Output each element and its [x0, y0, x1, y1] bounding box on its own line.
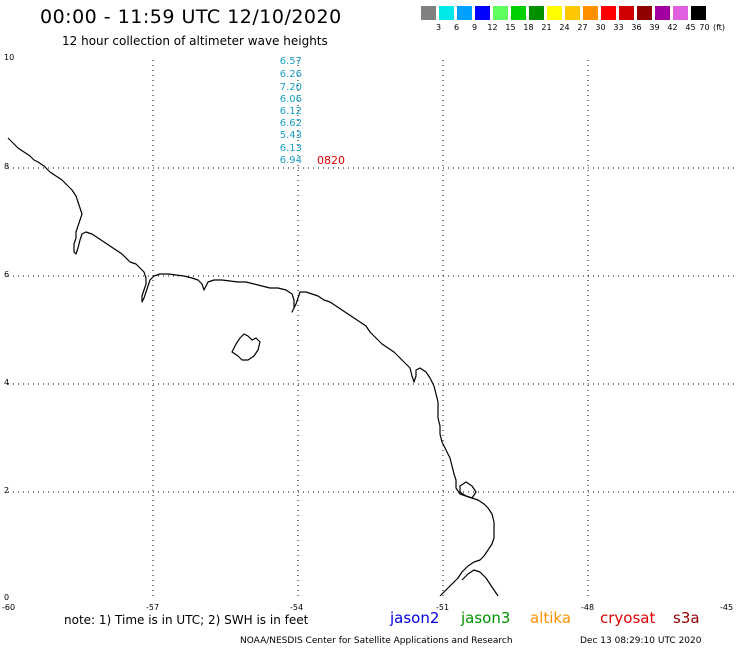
legend-swatch — [619, 6, 634, 20]
map-subtitle: 12 hour collection of altimeter wave hei… — [62, 34, 328, 48]
legend-label: 45 — [685, 23, 696, 32]
legend-unit: (ft) — [713, 23, 726, 32]
wave-height-value: 6.26 — [279, 69, 302, 80]
legend-swatch — [421, 6, 436, 20]
legend-swatch — [655, 6, 670, 20]
wave-height-value: 6.57 — [279, 56, 302, 67]
satellite-jason2: jason2 — [390, 609, 440, 627]
lon-label: -60 — [2, 603, 16, 612]
legend-swatch — [547, 6, 562, 20]
satellite-jason3: jason3 — [461, 609, 511, 627]
legend-label: 33 — [613, 23, 624, 32]
lon-label: -48 — [581, 603, 595, 612]
wave-height-value: 6.62 — [279, 118, 302, 129]
legend-label: 15 — [505, 23, 516, 32]
lon-label: -57 — [146, 603, 160, 612]
legend-label: 36 — [631, 23, 642, 32]
legend-swatch — [637, 6, 652, 20]
wave-height-value: 6.94 — [279, 155, 302, 166]
legend-swatch — [493, 6, 508, 20]
legend-swatch — [673, 6, 688, 20]
lat-label: 6 — [4, 270, 10, 279]
footer-note: note: 1) Time is in UTC; 2) SWH is in fe… — [64, 613, 309, 627]
lat-label: 0 — [4, 593, 10, 602]
legend-label: 39 — [649, 23, 660, 32]
lat-label: 2 — [4, 486, 10, 495]
map-title: 00:00 - 11:59 UTC 12/10/2020 — [40, 6, 342, 28]
wave-height-value: 5.43 — [279, 130, 302, 141]
legend-label: 27 — [577, 23, 588, 32]
wave-height-value: 6.13 — [279, 143, 302, 154]
satellite-cryosat: cryosat — [600, 609, 656, 627]
credit-line: NOAA/NESDIS Center for Satellite Applica… — [240, 636, 513, 646]
legend-label: 9 — [471, 23, 478, 32]
wave-height-value: 6.12 — [279, 106, 302, 117]
legend-swatch — [691, 6, 706, 20]
legend-swatch — [457, 6, 472, 20]
legend-label: 12 — [487, 23, 498, 32]
satellite-altika: altika — [530, 609, 572, 627]
legend-label: 24 — [559, 23, 570, 32]
legend-label: 21 — [541, 23, 552, 32]
lat-label: 4 — [4, 378, 10, 387]
legend-swatch — [529, 6, 544, 20]
graticule — [8, 60, 735, 600]
pass-time-label: 0820 — [317, 154, 345, 167]
legend-label: 3 — [435, 23, 442, 32]
legend-label: 18 — [523, 23, 534, 32]
legend-label: 70 — [699, 23, 710, 32]
satellite-s3a: s3a — [673, 609, 700, 627]
lon-label: -54 — [290, 603, 304, 612]
legend-swatch — [565, 6, 580, 20]
legend-swatch — [511, 6, 526, 20]
lat-label: 10 — [4, 53, 15, 62]
legend-swatch — [601, 6, 616, 20]
legend-label: 6 — [453, 23, 460, 32]
lon-label: -51 — [436, 603, 450, 612]
legend-swatch — [583, 6, 598, 20]
legend-swatch — [439, 6, 454, 20]
lon-label: -45 — [720, 603, 734, 612]
wave-height-value: 7.20 — [279, 82, 302, 93]
coastline — [7, 137, 499, 597]
legend-label: 42 — [667, 23, 678, 32]
lat-label: 8 — [4, 162, 10, 171]
generation-timestamp: Dec 13 08:29:10 UTC 2020 — [580, 636, 702, 646]
legend-label: 30 — [595, 23, 606, 32]
wave-height-value: 6.06 — [279, 94, 302, 105]
legend-swatch — [475, 6, 490, 20]
